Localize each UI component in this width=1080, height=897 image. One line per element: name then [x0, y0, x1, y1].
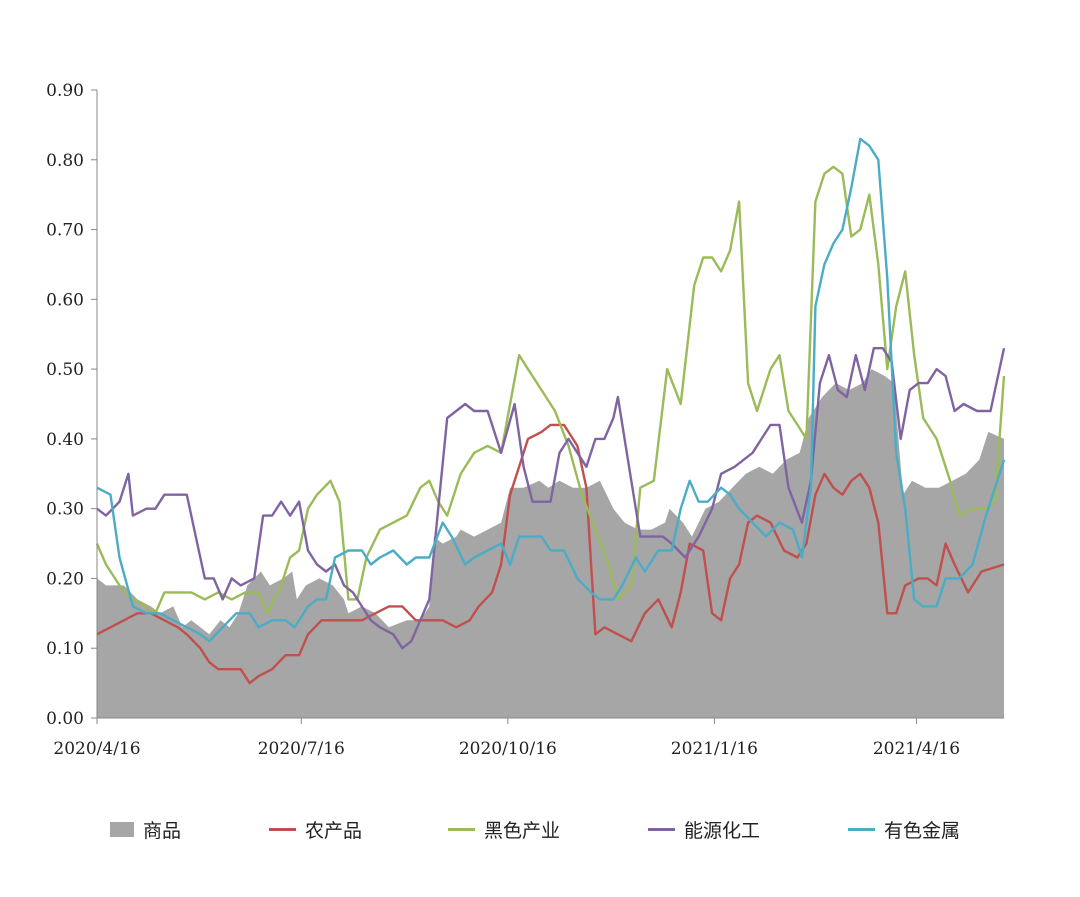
area-layer — [97, 369, 1004, 718]
y-tick-label-7: 0.70 — [46, 221, 84, 241]
series-line-1 — [96, 423, 1005, 685]
legend-swatch — [848, 827, 875, 831]
legend-item-nonferrous: 有色金属 — [848, 812, 960, 846]
axes-layer: 0.00 0.10 0.20 0.30 0.40 0.50 0.60 0.70 0.80 0.90… — [46, 81, 1004, 759]
legend-label: 黑色产业 — [484, 819, 561, 842]
legend: 商品 农产品 黑色产业 能源化工 有色金属 — [0, 812, 1080, 846]
legend-item-energy-chemical: 能源化工 — [648, 812, 760, 846]
lines-layer — [95, 137, 1006, 685]
y-tick-label-6: 0.60 — [46, 290, 84, 310]
y-tick-label-9: 0.90 — [46, 81, 84, 101]
y-tick-label-5: 0.50 — [46, 360, 84, 380]
legend-swatch — [648, 827, 675, 831]
legend-swatch — [269, 827, 296, 831]
legend-item-agriculture: 农产品 — [269, 812, 362, 846]
y-tick-label-1: 0.10 — [46, 639, 84, 659]
x-tick-label-1: 2020/7/16 — [258, 739, 345, 759]
y-tick-label-2: 0.20 — [46, 569, 84, 589]
legend-label: 有色金属 — [884, 819, 961, 842]
legend-item-commodity: 商品 — [110, 812, 181, 846]
legend-item-ferrous: 黑色产业 — [448, 812, 560, 846]
legend-label: 能源化工 — [684, 819, 761, 842]
series-area-0 — [97, 369, 1004, 718]
x-tick-label-3: 2021/1/16 — [671, 739, 758, 759]
x-tick-label-2: 2020/10/16 — [459, 739, 557, 759]
legend-swatch — [448, 827, 475, 831]
x-tick-label-4: 2021/4/16 — [873, 739, 960, 759]
series-line-3 — [96, 347, 1006, 650]
series-line-2 — [95, 165, 1006, 615]
legend-label: 商品 — [143, 819, 182, 842]
legend-label: 农产品 — [305, 819, 363, 842]
legend-swatch — [110, 821, 134, 837]
y-tick-label-3: 0.30 — [46, 500, 84, 520]
y-tick-label-8: 0.80 — [46, 151, 84, 171]
x-tick-label-0: 2020/4/16 — [53, 739, 140, 759]
y-tick-label-4: 0.40 — [46, 430, 84, 450]
y-tick-label-0: 0.00 — [46, 709, 84, 729]
series-line-4 — [96, 137, 1006, 643]
